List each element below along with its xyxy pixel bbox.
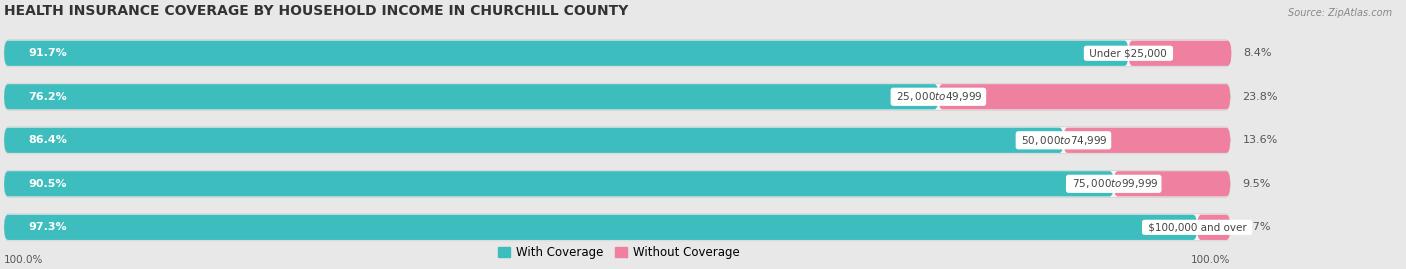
FancyBboxPatch shape xyxy=(4,171,1114,196)
FancyBboxPatch shape xyxy=(4,83,1230,110)
FancyBboxPatch shape xyxy=(4,170,1230,197)
Text: $100,000 and over: $100,000 and over xyxy=(1144,222,1250,232)
Text: 2.7%: 2.7% xyxy=(1243,222,1271,232)
Text: 76.2%: 76.2% xyxy=(28,92,67,102)
Text: 13.6%: 13.6% xyxy=(1243,135,1278,145)
Text: 97.3%: 97.3% xyxy=(28,222,67,232)
FancyBboxPatch shape xyxy=(4,41,1129,66)
FancyBboxPatch shape xyxy=(1197,215,1230,240)
Text: 8.4%: 8.4% xyxy=(1244,48,1272,58)
Text: 91.7%: 91.7% xyxy=(28,48,67,58)
Text: Source: ZipAtlas.com: Source: ZipAtlas.com xyxy=(1288,8,1392,18)
FancyBboxPatch shape xyxy=(4,40,1230,67)
FancyBboxPatch shape xyxy=(1129,41,1232,66)
Text: 86.4%: 86.4% xyxy=(28,135,67,145)
Text: Under $25,000: Under $25,000 xyxy=(1087,48,1170,58)
FancyBboxPatch shape xyxy=(1114,171,1230,196)
Text: 9.5%: 9.5% xyxy=(1243,179,1271,189)
FancyBboxPatch shape xyxy=(4,84,938,109)
Text: 100.0%: 100.0% xyxy=(1191,255,1230,265)
FancyBboxPatch shape xyxy=(4,214,1230,241)
Legend: With Coverage, Without Coverage: With Coverage, Without Coverage xyxy=(499,246,740,259)
FancyBboxPatch shape xyxy=(4,215,1197,240)
Text: 23.8%: 23.8% xyxy=(1243,92,1278,102)
Text: 90.5%: 90.5% xyxy=(28,179,67,189)
Text: HEALTH INSURANCE COVERAGE BY HOUSEHOLD INCOME IN CHURCHILL COUNTY: HEALTH INSURANCE COVERAGE BY HOUSEHOLD I… xyxy=(4,4,628,18)
Text: 100.0%: 100.0% xyxy=(4,255,44,265)
Text: $50,000 to $74,999: $50,000 to $74,999 xyxy=(1018,134,1108,147)
FancyBboxPatch shape xyxy=(4,128,1063,153)
FancyBboxPatch shape xyxy=(4,127,1230,154)
Text: $25,000 to $49,999: $25,000 to $49,999 xyxy=(893,90,984,103)
Text: $75,000 to $99,999: $75,000 to $99,999 xyxy=(1069,177,1159,190)
FancyBboxPatch shape xyxy=(938,84,1230,109)
FancyBboxPatch shape xyxy=(1063,128,1230,153)
